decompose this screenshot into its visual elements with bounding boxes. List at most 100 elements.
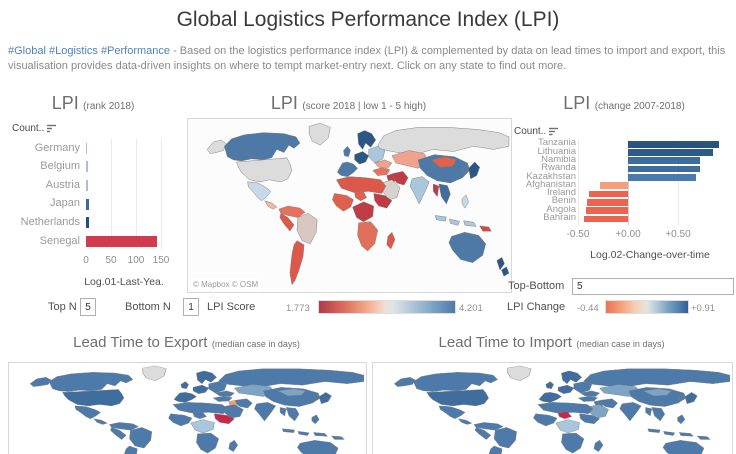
region-brazil[interactable] [493, 427, 517, 449]
region-south-america-north[interactable] [109, 422, 139, 431]
region-europe-central[interactable] [192, 385, 209, 394]
region-mexico[interactable] [247, 181, 271, 202]
region-ukraine[interactable] [374, 159, 393, 169]
lpi-score-map[interactable]: © Mapbox © OSM [187, 118, 512, 293]
region-greenland[interactable] [142, 365, 167, 382]
region-mexico[interactable] [74, 405, 101, 419]
bar-namibia[interactable] [628, 157, 700, 165]
region-europe-east[interactable] [368, 146, 386, 164]
region-indonesia[interactable] [435, 215, 477, 227]
sort-ascending-icon[interactable] [47, 124, 57, 133]
region-iran[interactable] [235, 398, 253, 409]
region-india[interactable] [409, 176, 430, 205]
region-usa[interactable] [426, 389, 489, 407]
sort-descending-icon[interactable] [549, 127, 559, 136]
region-niger[interactable] [354, 190, 367, 202]
region-brazil[interactable] [296, 213, 318, 245]
region-peru[interactable] [110, 427, 127, 440]
region-usa[interactable] [62, 389, 125, 407]
region-europe-west[interactable] [337, 161, 358, 177]
region-argentina[interactable] [486, 445, 503, 454]
region-africa-west[interactable] [332, 193, 354, 212]
region-peru[interactable] [474, 427, 492, 440]
region-turkey[interactable] [578, 396, 598, 402]
region-europe-west[interactable] [538, 392, 562, 403]
region-alaska[interactable] [206, 139, 227, 154]
bar-japan[interactable] [86, 198, 89, 210]
bar-angola[interactable] [586, 207, 628, 214]
region-mexico[interactable] [438, 405, 466, 419]
region-mongolia[interactable] [431, 156, 457, 168]
region-central-america[interactable] [264, 200, 278, 210]
bar-afghanistan[interactable] [600, 182, 628, 190]
region-europe-central[interactable] [557, 385, 575, 394]
region-canada[interactable] [224, 132, 301, 162]
bar-kazakhstan[interactable] [628, 174, 696, 181]
region-india[interactable] [254, 402, 276, 422]
region-myanmar[interactable] [433, 183, 440, 197]
top-n-input[interactable]: 5 [80, 298, 96, 316]
region-china[interactable] [263, 387, 321, 407]
region-mongolia[interactable] [277, 388, 307, 397]
region-iran[interactable] [600, 398, 618, 409]
region-myanmar[interactable] [279, 407, 287, 417]
region-greenland[interactable] [308, 122, 331, 146]
region-se-asia[interactable] [285, 407, 300, 422]
region-niger[interactable] [557, 411, 572, 419]
bar-germany[interactable] [86, 142, 87, 154]
region-africa-south[interactable] [561, 432, 585, 454]
region-africa-west[interactable] [168, 413, 193, 427]
region-scandinavia[interactable] [357, 130, 376, 150]
region-philippines[interactable] [461, 194, 469, 209]
region-uk[interactable] [545, 381, 554, 389]
region-japan[interactable] [468, 161, 480, 179]
region-korea[interactable] [462, 165, 469, 175]
region-turkey[interactable] [372, 167, 391, 176]
region-brazil[interactable] [129, 427, 153, 449]
region-se-asia[interactable] [651, 407, 665, 422]
region-africa-central[interactable] [190, 419, 215, 434]
region-africa-east[interactable] [373, 193, 393, 209]
region-myanmar[interactable] [645, 407, 653, 417]
region-europe-east[interactable] [573, 381, 593, 394]
region-iran[interactable] [392, 171, 409, 186]
bar-ireland[interactable] [589, 190, 628, 198]
region-africa-east[interactable] [579, 413, 600, 424]
region-usa[interactable] [236, 157, 293, 183]
region-europe-east[interactable] [208, 381, 227, 394]
lead-time-import-map[interactable] [372, 362, 733, 454]
region-madagascar[interactable] [228, 440, 238, 452]
region-africa-north[interactable] [172, 402, 228, 414]
region-greenland[interactable] [507, 365, 532, 382]
region-png[interactable] [331, 435, 345, 440]
region-argentina[interactable] [289, 240, 305, 285]
region-africa-south[interactable] [196, 432, 219, 454]
region-africa-west[interactable] [533, 413, 558, 427]
region-africa-central[interactable] [352, 201, 374, 222]
region-russia[interactable] [218, 368, 365, 388]
region-niger[interactable] [192, 411, 207, 419]
region-philippines[interactable] [677, 414, 686, 424]
region-canada[interactable] [48, 372, 134, 392]
region-uk[interactable] [180, 381, 189, 389]
region-madagascar[interactable] [386, 232, 396, 250]
region-india[interactable] [619, 402, 642, 422]
rank-sort-header[interactable]: Count.. [12, 123, 57, 134]
bar-benin[interactable] [587, 198, 628, 206]
region-south-america-north[interactable] [278, 205, 306, 218]
region-south-america-north[interactable] [473, 422, 504, 431]
region-png[interactable] [479, 225, 492, 232]
region-russia[interactable] [583, 368, 731, 388]
region-europe-central[interactable] [354, 151, 369, 165]
region-scandinavia[interactable] [196, 370, 217, 384]
bar-austria[interactable] [86, 180, 88, 191]
region-china[interactable] [628, 387, 687, 407]
region-central-america[interactable] [458, 418, 472, 425]
region-africa-north[interactable] [336, 176, 387, 194]
bar-belgium[interactable] [86, 161, 88, 173]
region-se-asia[interactable] [438, 183, 451, 205]
region-madagascar[interactable] [593, 440, 604, 452]
bottom-n-input[interactable]: 1 [183, 298, 199, 316]
region-png[interactable] [696, 435, 711, 440]
region-ukraine[interactable] [215, 390, 235, 397]
